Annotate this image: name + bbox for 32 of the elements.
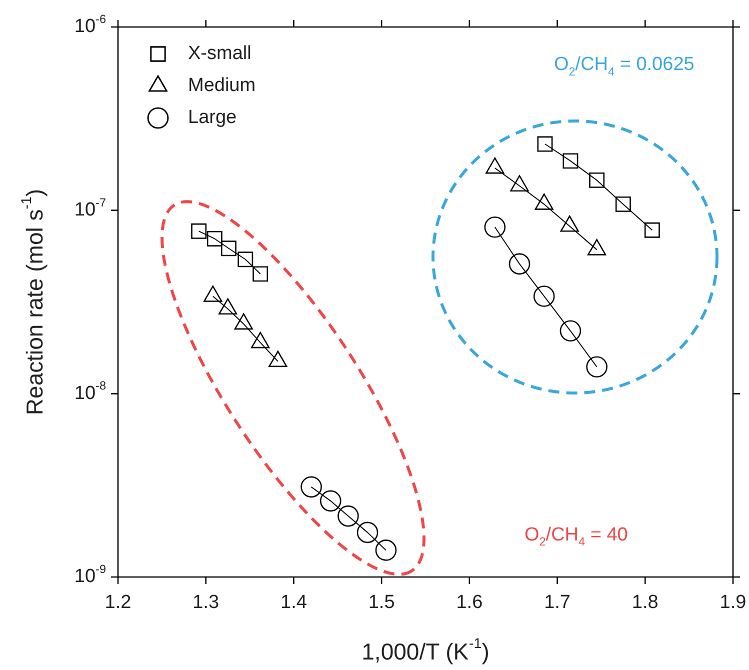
x-tick-label: 1.5 [368,592,395,614]
point [356,522,378,544]
point [508,253,530,275]
point [560,320,582,342]
point [220,240,236,256]
point [586,356,608,378]
point [375,540,397,561]
x-tick-label: 1.4 [280,592,308,614]
point [300,476,322,498]
point [320,490,342,512]
point [338,505,359,527]
point [615,196,631,212]
x-tick-label: 1.8 [632,592,658,614]
point [484,216,506,238]
x-tick-label: 1.7 [544,592,570,614]
x-tick-label: 1.9 [720,592,746,614]
point [589,172,605,188]
y-axis-title: Reaction rate (mol s-1) [19,188,48,416]
point [533,286,555,307]
legend-label: Medium [188,75,256,96]
x-tick-label: 1.3 [192,592,220,614]
point [562,153,578,169]
legend-label: X-small [188,43,252,64]
point [252,266,268,282]
point [537,136,553,152]
x-tick-label: 1.6 [456,592,483,614]
legend-label: Large [188,107,237,128]
x-tick-label: 1.2 [104,592,132,614]
point [238,252,254,268]
point [206,231,222,246]
point [644,222,660,238]
point [191,223,207,239]
